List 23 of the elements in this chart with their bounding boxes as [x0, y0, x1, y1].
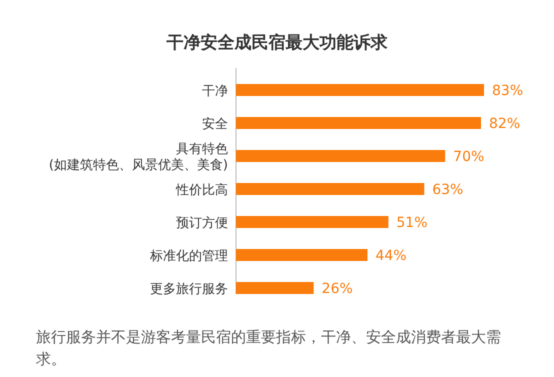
- bar: [236, 84, 484, 96]
- y-tick-label: 具有特色 (如建筑特色、风景优美、美食): [48, 142, 228, 173]
- bar: [236, 150, 446, 162]
- bar: [236, 249, 368, 261]
- data-label: 82%: [489, 116, 520, 132]
- bar: [236, 183, 424, 195]
- data-label: 83%: [492, 83, 524, 99]
- y-tick-label: 性价比高: [175, 182, 228, 198]
- data-label: 63%: [432, 182, 464, 198]
- text: 旅行服务并不是游客考量民宿的重要指标，干净、安全成消费者最大需求。: [36, 327, 502, 370]
- data-label: 51%: [396, 215, 428, 231]
- data-label: 44%: [375, 248, 407, 264]
- chart-title: 干净安全成民宿最大功能诉求: [166, 33, 388, 53]
- bar: [236, 117, 482, 129]
- y-tick-label: 更多旅行服务: [150, 282, 228, 297]
- y-tick-label: 安全: [202, 116, 228, 132]
- y-tick-label: 标准化的管理: [149, 249, 228, 264]
- data-label: 26%: [322, 281, 353, 297]
- data-label: 70%: [453, 149, 484, 165]
- y-tick-label: 干净: [202, 84, 228, 99]
- bar: [236, 282, 314, 294]
- bar: [236, 216, 388, 228]
- y-tick-label: 预订方便: [176, 215, 228, 231]
